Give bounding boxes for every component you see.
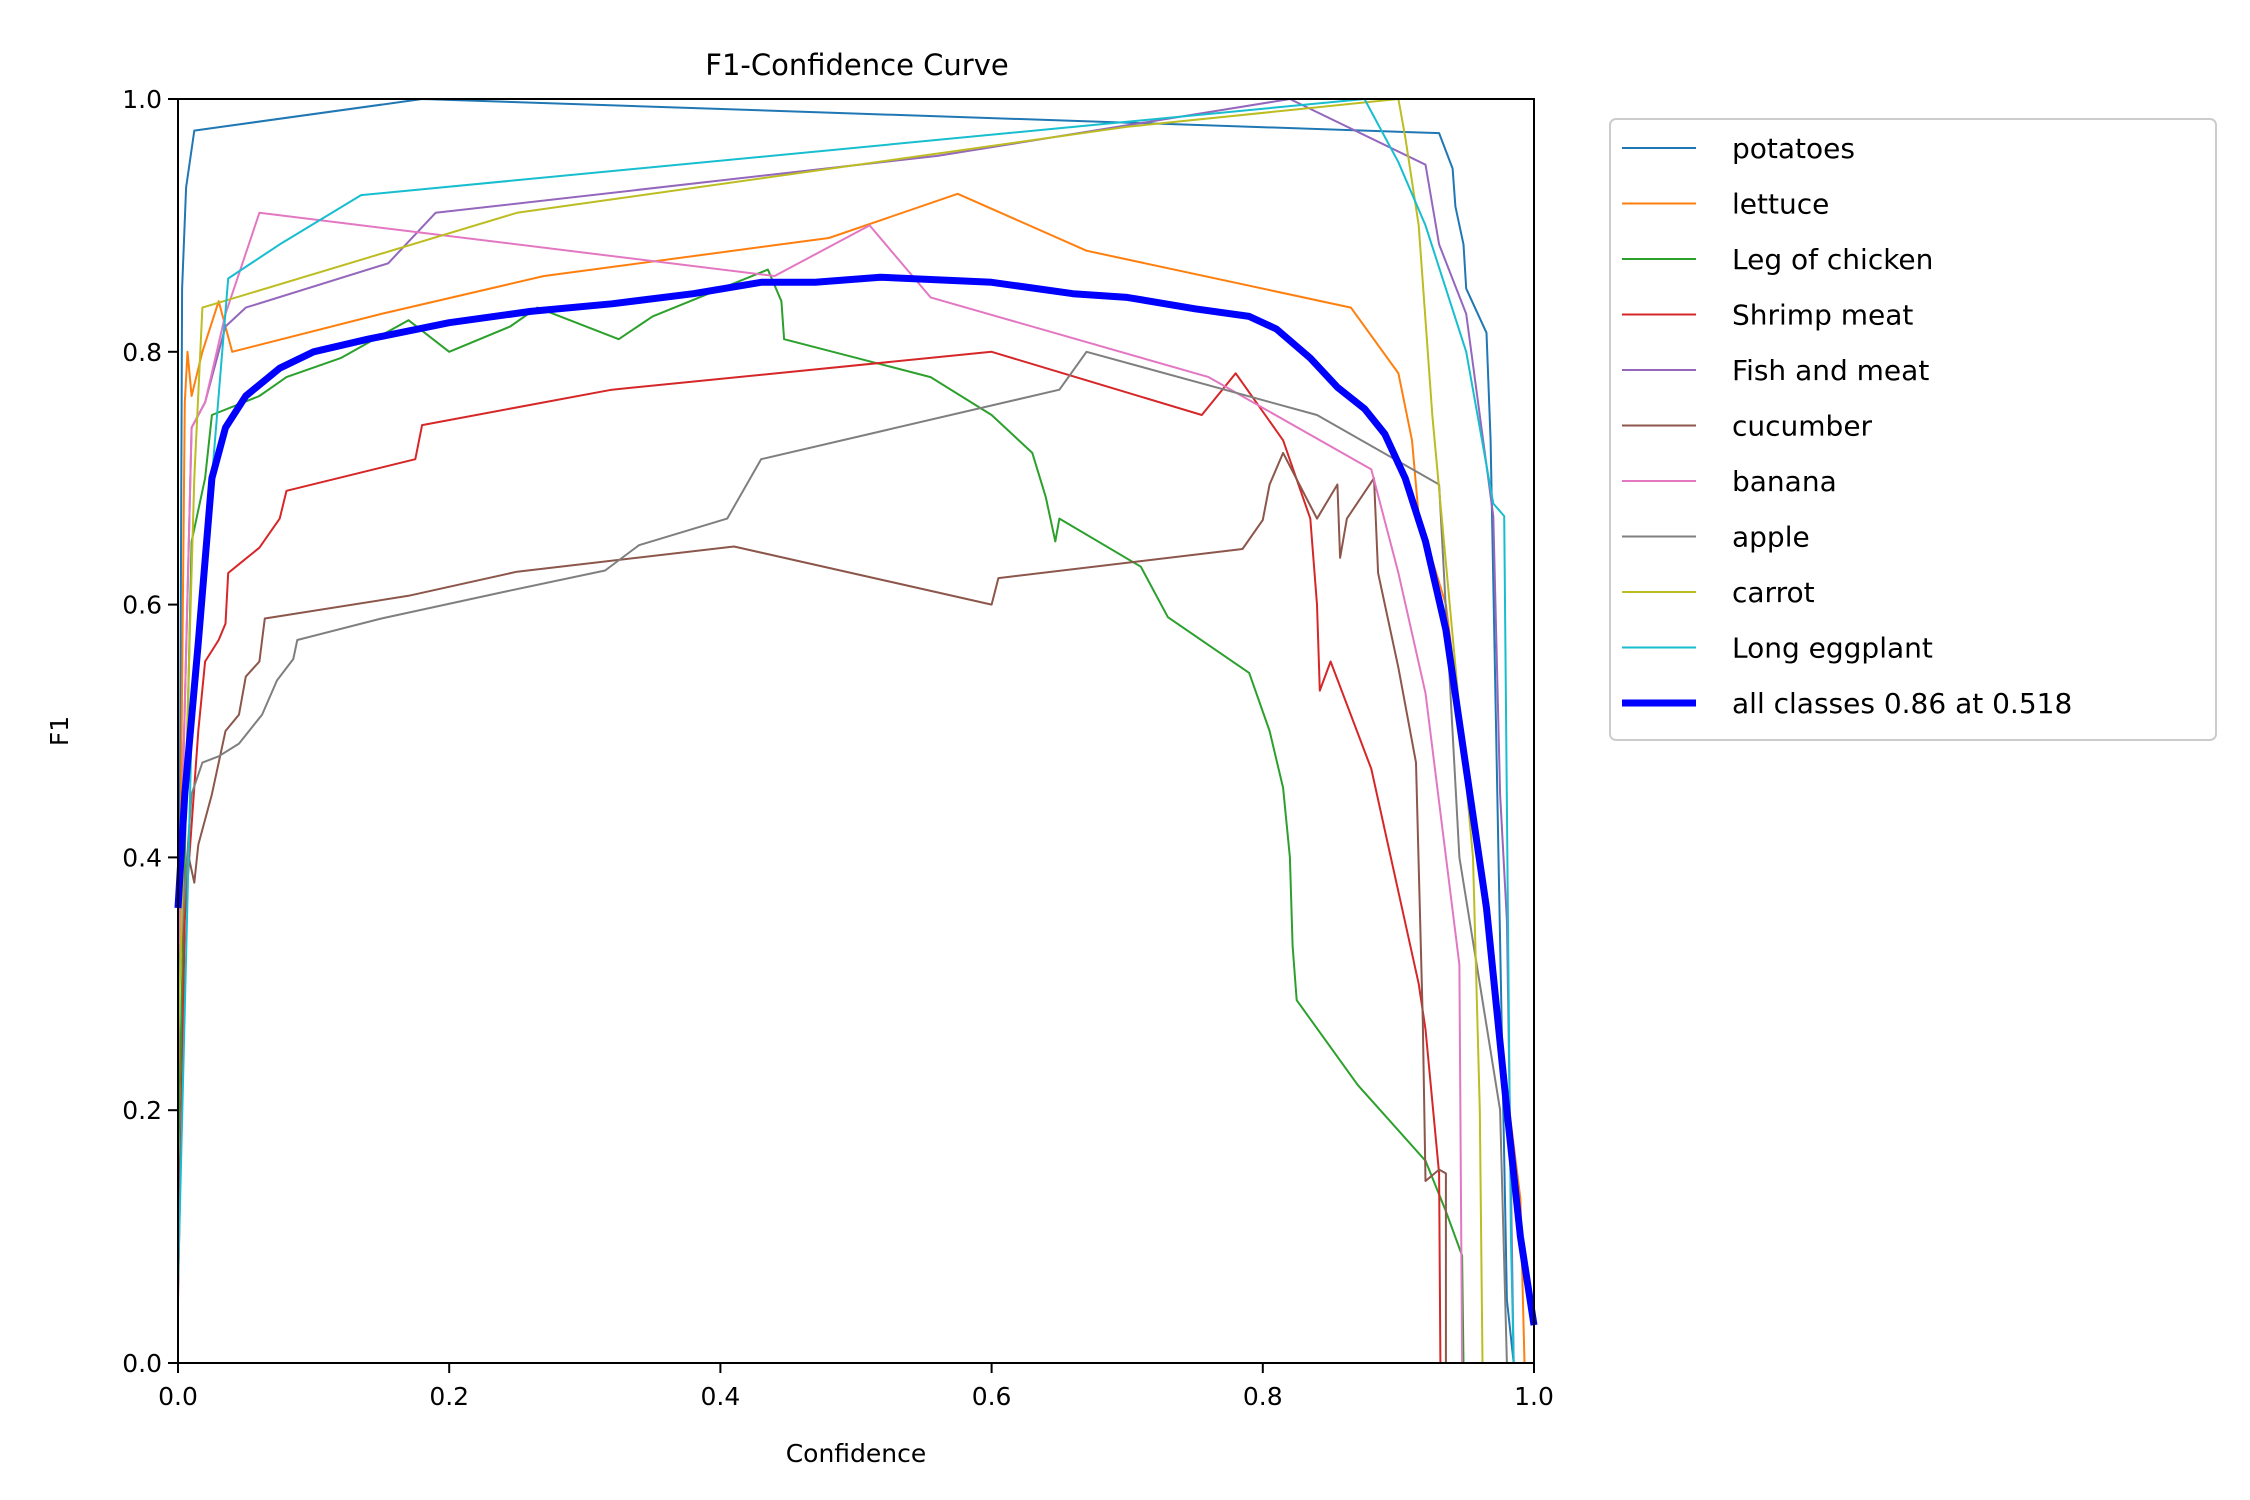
x-tick-label: 0.2 bbox=[429, 1382, 469, 1411]
series-line-leg-of-chicken bbox=[177, 268, 1534, 1364]
legend-label: cucumber bbox=[1732, 410, 1873, 443]
legend: potatoes lettuce Leg of chicken Shrimp meat… bbox=[1609, 118, 2217, 741]
chart-title: F1-Confidence Curve bbox=[705, 48, 1008, 82]
x-axis-label: Confidence bbox=[786, 1439, 927, 1468]
y-tick-label: 0.4 bbox=[122, 843, 162, 872]
x-tick-label: 1.0 bbox=[1514, 1382, 1554, 1411]
y-axis-ticks: 0.0 0.2 0.4 0.6 0.8 1.0 bbox=[122, 85, 178, 1378]
legend-label: lettuce bbox=[1732, 188, 1829, 221]
y-tick-label: 0.0 bbox=[122, 1349, 162, 1378]
legend-label: potatoes bbox=[1732, 132, 1855, 165]
legend-label: Shrimp meat bbox=[1732, 299, 1913, 332]
legend-label: banana bbox=[1732, 465, 1837, 498]
x-tick-label: 0.0 bbox=[158, 1382, 198, 1411]
y-tick-label: 0.2 bbox=[122, 1096, 162, 1125]
legend-frame bbox=[1609, 118, 2217, 741]
series-line-carrot bbox=[177, 98, 1534, 1364]
y-tick-label: 0.6 bbox=[122, 591, 162, 620]
legend-label: Fish and meat bbox=[1732, 354, 1929, 387]
series-line-banana bbox=[177, 211, 1534, 1364]
legend-label: Leg of chicken bbox=[1732, 243, 1933, 276]
series-line-apple bbox=[177, 350, 1534, 1364]
legend-label: all classes 0.86 at 0.518 bbox=[1732, 687, 2072, 720]
series-line-lettuce bbox=[177, 192, 1534, 1364]
legend-label: apple bbox=[1732, 521, 1810, 554]
x-tick-label: 0.4 bbox=[701, 1382, 741, 1411]
legend-label: carrot bbox=[1732, 576, 1815, 609]
plot-frame bbox=[177, 98, 1535, 1364]
y-tick-label: 0.8 bbox=[122, 338, 162, 367]
y-axis-label: F1 bbox=[45, 716, 74, 746]
series-line-all-classes-0-86-at-0-518 bbox=[174, 273, 1538, 1326]
y-tick-label: 1.0 bbox=[122, 85, 162, 114]
series-line-cucumber bbox=[177, 451, 1534, 1364]
plot-lines bbox=[174, 98, 1538, 1364]
x-axis-ticks: 0.0 0.2 0.4 0.6 0.8 1.0 bbox=[158, 1363, 1554, 1411]
series-line-long-eggplant bbox=[177, 98, 1534, 1364]
legend-label: Long eggplant bbox=[1732, 632, 1933, 665]
series-line-potatoes bbox=[177, 98, 1534, 1364]
series-line-shrimp-meat bbox=[177, 350, 1534, 1364]
x-tick-label: 0.6 bbox=[972, 1382, 1012, 1411]
x-tick-label: 0.8 bbox=[1243, 1382, 1283, 1411]
series-line-fish-and-meat bbox=[177, 98, 1534, 1364]
